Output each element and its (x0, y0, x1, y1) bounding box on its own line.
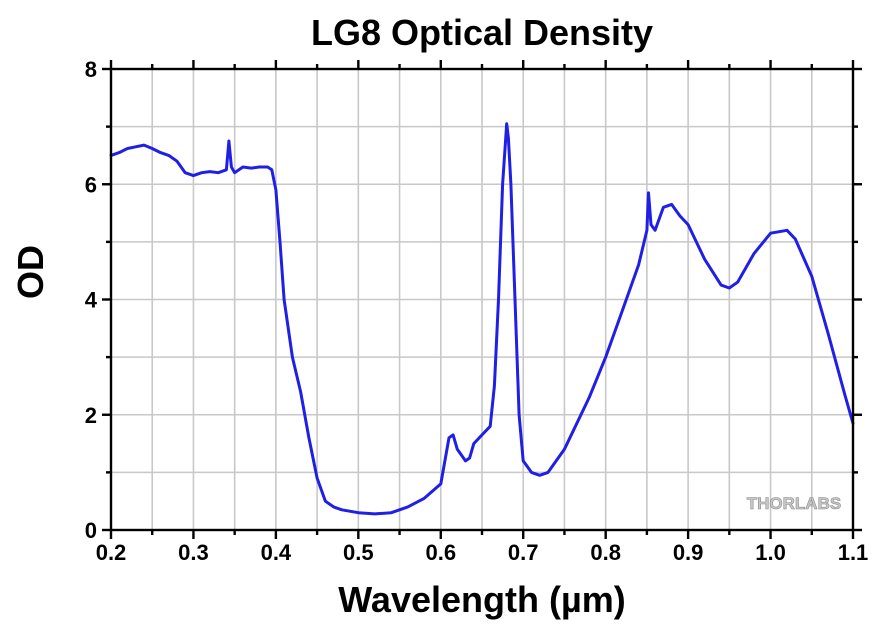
y-tick-labels: 0 2 4 6 8 (85, 57, 98, 543)
y-tick-label: 0 (85, 518, 97, 543)
y-tick-label: 4 (85, 288, 98, 313)
watermark-logo: THORLABS (747, 494, 841, 513)
y-tick-label: 2 (85, 403, 97, 428)
x-tick-label: 0.4 (261, 540, 292, 565)
axis-ticks (102, 60, 862, 539)
x-tick-label: 0.3 (178, 540, 209, 565)
x-tick-label: 1.1 (838, 540, 869, 565)
chart-title: LG8 Optical Density (311, 12, 653, 53)
x-tick-label: 0.9 (673, 540, 704, 565)
series-group (109, 122, 855, 516)
x-tick-label: 0.2 (96, 540, 127, 565)
y-tick-label: 8 (85, 57, 97, 82)
x-tick-label: 1.0 (755, 540, 786, 565)
x-tick-label: 0.6 (425, 540, 456, 565)
series-line-lg8 (109, 122, 855, 516)
y-axis-label: OD (10, 245, 51, 299)
x-tick-label: 0.5 (343, 540, 374, 565)
grid-lines (111, 69, 853, 530)
x-axis-label: Wavelength (µm) (338, 579, 625, 620)
x-tick-labels: 0.2 0.3 0.4 0.5 0.6 0.7 0.8 0.9 1.0 1.1 (96, 540, 869, 565)
x-tick-label: 0.7 (508, 540, 539, 565)
y-tick-label: 6 (85, 172, 97, 197)
x-tick-label: 0.8 (590, 540, 621, 565)
